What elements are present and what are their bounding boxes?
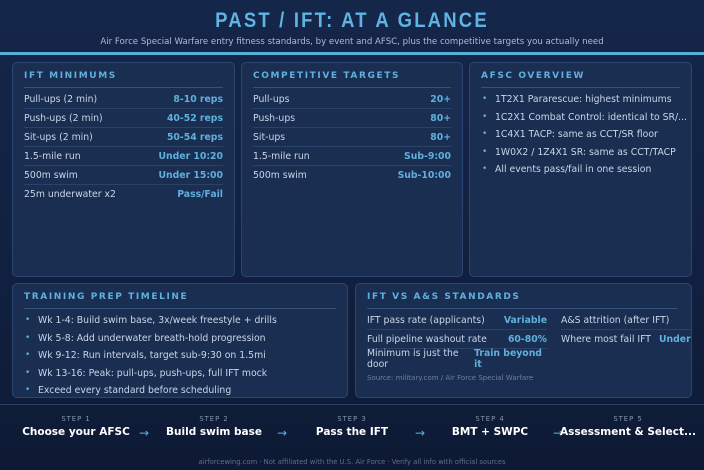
row-label: IFT pass rate (applicants) [367,314,485,326]
steps-strip: STEP 1 Choose your AFSC PJ, CCT, TACP, SR … [0,404,704,452]
step-number: STEP 4 [475,415,505,423]
row-label: Sit-ups [253,131,286,143]
row-label: 1.5-mile run [24,150,81,162]
arrow-right-icon: → [415,426,426,440]
step-description: Assessment & Selection event at JBSA-Lac… [542,451,704,452]
table-row: IFT pass rate (applicants) Variable [367,311,547,330]
list-item: Wk 9-12: Run intervals, target sub-9:30 … [24,347,336,365]
row-value: 60-80% [507,333,547,345]
list-item: Exceed every standard before scheduling [24,382,336,397]
table-row: Where most fail IFT Underwa [561,330,691,349]
arrow-right-icon: → [553,426,564,440]
card-title: AFSC OVERVIEW [481,71,680,88]
step-5: STEP 5 Assessment & Select... Assessment &… [542,415,704,452]
row-label: Push-ups [253,112,296,124]
table-row: A&S attrition (after IFT) [561,311,691,330]
row-value: Variable [503,314,547,326]
row-value: 20+ [430,93,451,105]
footer: airforcewing.com · Not affiliated with t… [198,458,506,466]
step-number: STEP 1 [61,415,91,423]
card-title: IFT VS A&S STANDARDS [367,292,677,309]
card-title: IFT MINIMUMS [24,71,223,88]
row-label: Pull-ups [253,93,290,105]
header: PAST / IFT: AT A GLANCE Air Force Specia… [0,0,704,52]
table-row: Minimum is just the door Train beyond it [367,347,547,370]
afsc-overview-card: AFSC OVERVIEW 1T2X1 Pararescue: highest … [469,62,692,277]
row-label: Full pipeline washout rate [367,333,487,345]
row-value: 80+ [430,112,451,124]
table-row: Pull-ups (2 min) 8-10 reps [24,90,223,109]
row-label: 500m swim [253,170,307,181]
table-row: Sit-ups (2 min) 50-54 reps [24,128,223,147]
accent-divider [0,52,704,55]
row-label: 25m underwater x2 [24,189,116,200]
page-title: PAST / IFT: AT A GLANCE [215,9,489,32]
step-2: STEP 2 Build swim base Most IFT failures h… [125,415,304,452]
step-description: PJ, CCT, TACP, SR -- each has different … [0,451,188,452]
row-label: Sit-ups (2 min) [24,131,93,143]
step-title: Build swim base [166,426,262,438]
row-label: Push-ups (2 min) [24,112,103,124]
competitive-targets-card: COMPETITIVE TARGETS Pull-ups 20+ Push-ups 8… [241,62,463,277]
row-value: 40-52 reps [166,112,223,124]
table-row: 1.5-mile run Under 10:20 [24,147,223,166]
step-description: Most IFT failures happen in the water, n… [125,451,304,452]
table-row: 1.5-mile run Sub-9:00 [253,147,451,166]
row-label: Minimum is just the door [367,347,459,370]
step-title: Assessment & Select... [560,426,696,438]
source-note: Source: military.com / Air Force Special… [367,374,534,382]
step-number: STEP 2 [199,415,229,423]
arrow-right-icon: → [277,426,288,440]
step-description: All events in one session; any failure =… [267,451,437,452]
row-value: Sub-9:00 [404,150,451,162]
list-item: 1C4X1 TACP: same as CCT/SR floor [481,126,680,144]
list-item: Wk 13-16: Peak: pull-ups, push-ups, full… [24,365,336,383]
row-value: Under 10:20 [158,150,223,162]
step-number: STEP 3 [337,415,367,423]
row-label: 500m swim [24,169,78,181]
standards-card: IFT VS A&S STANDARDS IFT pass rate (appl… [355,283,692,398]
step-title: Pass the IFT [315,426,389,438]
row-label: A&S attrition (after IFT) [561,314,670,326]
list-item: 1W0X2 / 1Z4X1 SR: same as CCT/TACP [481,144,680,162]
table-row: Full pipeline washout rate 60-80% [367,330,547,349]
row-value: Sub-10:00 [397,170,451,181]
row-value: 8-10 reps [173,93,223,105]
card-title: TRAINING PREP TIMELINE [24,292,336,309]
table-row: Pull-ups 20+ [253,90,451,109]
table-row: 500m swim Under 15:00 [24,166,223,185]
row-value: Underwa [658,334,691,345]
table-row: 25m underwater x2 Pass/Fail [24,185,223,204]
row-label: Pull-ups (2 min) [24,93,98,105]
list-item: 1C2X1 Combat Control: identical to SR/..… [481,109,687,127]
ift-minimums-card: IFT MINIMUMS Pull-ups (2 min) 8-10 reps Pu… [12,62,235,277]
row-value: Pass/Fail [177,189,223,200]
list-item: 1T2X1 Pararescue: highest minimums [481,91,680,109]
step-number: STEP 5 [613,415,643,423]
row-value: 50-54 reps [166,131,223,143]
step-1: STEP 1 Choose your AFSC PJ, CCT, TACP, SR … [0,415,188,452]
row-label: 1.5-mile run [253,150,310,162]
table-row: Push-ups 80+ [253,109,451,128]
page-subtitle: Air Force Special Warfare entry fitness … [100,37,604,47]
card-title: COMPETITIVE TARGETS [253,71,451,88]
step-title: BMT + SWPC [451,426,529,438]
arrow-right-icon: → [139,426,150,440]
list-item: All events pass/fail in one session [481,161,680,179]
row-value: Train beyond it [474,347,542,370]
step-description: 7.5-week BMT, then 8-week Special Warfar… [388,451,592,452]
row-label: Where most fail IFT [561,334,651,345]
list-item: Wk 5-8: Add underwater breath-hold progr… [24,330,336,348]
step-3: STEP 3 Pass the IFT All events in one sess… [267,415,437,452]
list-item: Wk 1-4: Build swim base, 3x/week freesty… [24,312,336,330]
step-4: STEP 4 BMT + SWPC 7.5-week BMT, then 8-wee… [388,415,592,452]
table-row: 500m swim Sub-10:00 [253,166,451,185]
training-timeline-card: TRAINING PREP TIMELINE Wk 1-4: Build swi… [12,283,348,398]
row-value: 80+ [430,131,451,143]
table-row: Sit-ups 80+ [253,128,451,147]
row-value: Under 15:00 [158,169,223,181]
step-title: Choose your AFSC [22,426,130,438]
table-row: Push-ups (2 min) 40-52 reps [24,109,223,128]
